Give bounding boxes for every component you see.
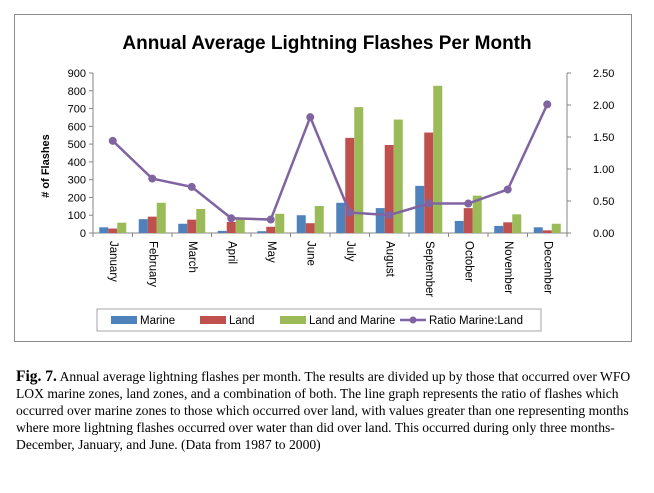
ratio-point [266, 215, 275, 224]
ratio-point [464, 199, 473, 208]
y-tick-label: 800 [68, 86, 86, 98]
bar-land-and-marine [393, 119, 403, 233]
y2-tick-label: 2.50 [593, 68, 614, 80]
lightning-chart: Annual Average Lightning Flashes Per Mon… [40, 33, 614, 332]
bar-land-and-marine [512, 214, 522, 233]
ratio-line [111, 103, 549, 221]
y2-tick-label: 0.50 [593, 196, 614, 208]
bar-land-and-marine [196, 209, 206, 233]
y-tick-label: 200 [68, 192, 86, 204]
bar-land [503, 222, 513, 233]
figure-caption: Fig. 7. Annual average lightning flashes… [16, 368, 636, 453]
bar-marine [375, 208, 385, 233]
bar-land-and-marine [354, 107, 364, 233]
y-tick-label: 900 [68, 68, 86, 80]
y2-tick-label: 1.00 [593, 164, 614, 176]
y-tick-label: 100 [68, 210, 86, 222]
x-tick-label: January [107, 241, 119, 282]
legend-box [96, 308, 542, 332]
x-tick-label: December [541, 241, 553, 294]
bar-land [147, 216, 157, 233]
bar-marine [454, 220, 464, 233]
legend-swatch [280, 316, 306, 324]
bar-marine [415, 185, 425, 233]
x-tick-label: March [186, 241, 198, 273]
y2-tick-label: 2.00 [593, 100, 614, 112]
bar-marine [217, 230, 227, 233]
y-tick-label: 700 [68, 104, 86, 116]
x-tick-label: November [502, 241, 514, 294]
bar-land [305, 223, 315, 233]
y-tick-label: 400 [68, 157, 86, 169]
bar-land [463, 208, 473, 233]
bar-land-and-marine [117, 222, 127, 233]
bar-marine [257, 231, 267, 233]
chart-frame: Annual Average Lightning Flashes Per Mon… [14, 14, 632, 342]
y-tick-label: 300 [68, 175, 86, 187]
bar-land [108, 228, 118, 233]
bar-land [424, 132, 434, 233]
bar-land-and-marine [275, 213, 285, 233]
y-axis-label: # of Flashes [40, 134, 52, 198]
y2-tick-label: 0.00 [593, 228, 614, 240]
legend-label: Land and Marine [309, 315, 395, 327]
x-tick-label: July [344, 241, 356, 262]
x-tick-label: April [225, 241, 237, 264]
ratio-point [345, 208, 354, 217]
x-tick-label: October [462, 241, 474, 282]
legend-swatch [200, 316, 226, 324]
bar-land-and-marine [472, 195, 482, 233]
y-tick-label: 600 [68, 121, 86, 133]
bar-land [187, 219, 197, 233]
bar-marine [178, 223, 188, 233]
bar-marine [494, 225, 504, 233]
caption-text: Annual average lightning flashes per mon… [16, 369, 631, 452]
x-tick-label: June [304, 241, 316, 266]
y-tick-label: 0 [80, 228, 86, 240]
x-tick-label: September [423, 241, 435, 297]
bar-marine [296, 215, 306, 233]
ratio-point [503, 185, 512, 194]
ratio-point [187, 182, 196, 191]
bar-land-and-marine [433, 85, 443, 233]
bar-marine [99, 227, 109, 233]
bar-land [266, 226, 276, 233]
bar-land [226, 221, 236, 233]
bar-marine [336, 202, 346, 233]
ratio-point [148, 174, 157, 183]
x-tick-label: May [265, 241, 277, 263]
bar-land [384, 145, 394, 233]
ratio-point [385, 211, 394, 220]
bar-land-and-marine [156, 202, 166, 233]
bar-marine [138, 219, 148, 233]
ratio-point [543, 100, 552, 109]
chart-title: Annual Average Lightning Flashes Per Mon… [122, 33, 531, 54]
ratio-point [227, 214, 236, 223]
x-tick-label: August [383, 241, 395, 278]
ratio-point [108, 136, 117, 145]
bar-land [345, 137, 355, 233]
x-tick-label: February [146, 241, 158, 287]
caption-lead: Fig. 7. [16, 368, 57, 385]
bar-marine [533, 227, 543, 233]
ratio-point [424, 199, 433, 208]
bar-land-and-marine [551, 223, 561, 233]
legend-label: Ratio Marine:Land [429, 315, 523, 327]
legend-swatch [111, 316, 137, 324]
bar-land [542, 230, 552, 233]
y2-tick-label: 1.50 [593, 132, 614, 144]
legend-label: Land [229, 315, 255, 327]
legend-marker [409, 316, 417, 324]
y-tick-label: 500 [68, 139, 86, 151]
bar-land-and-marine [235, 218, 245, 233]
bar-land-and-marine [314, 205, 324, 233]
legend-label: Marine [140, 315, 175, 327]
ratio-point [306, 113, 315, 122]
